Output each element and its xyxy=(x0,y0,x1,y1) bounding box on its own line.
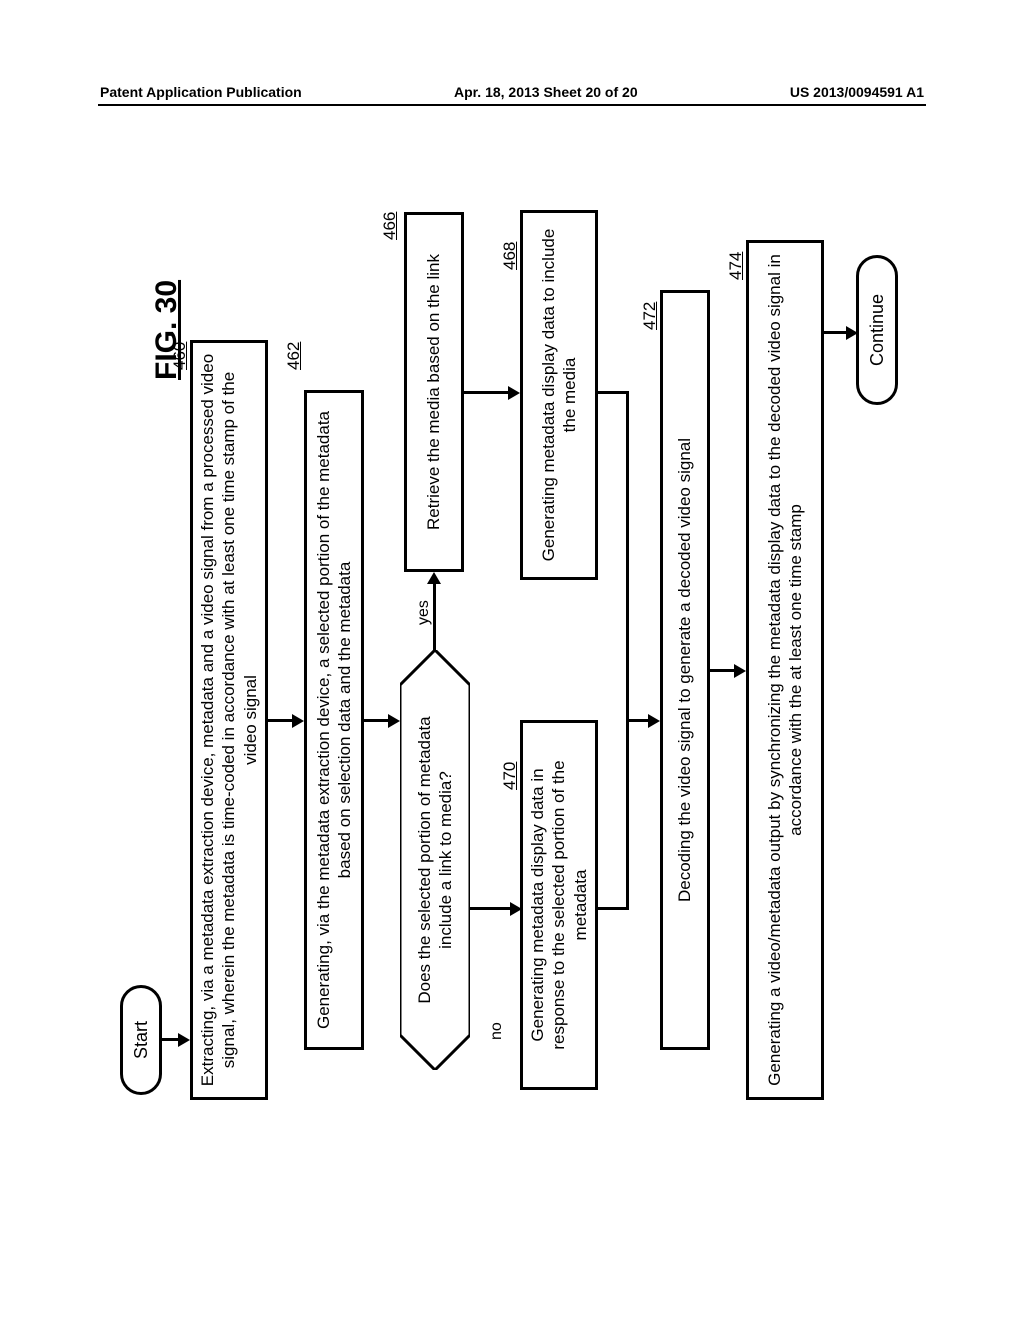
decision-464-text: Does the selected portion of metadata in… xyxy=(414,650,457,1070)
process-468: Generating metadata display data to incl… xyxy=(520,210,598,580)
process-470-text: Generating metadata display data in resp… xyxy=(527,733,591,1077)
arrow xyxy=(364,719,390,722)
arrow xyxy=(710,669,736,672)
arrow xyxy=(464,391,510,394)
process-466: Retrieve the media based on the link xyxy=(404,212,464,572)
flowchart: FIG. 30 Start 460 Extracting, via a meta… xyxy=(120,140,900,1200)
arrow xyxy=(626,719,650,722)
terminal-continue: Continue xyxy=(856,255,898,405)
header-left: Patent Application Publication xyxy=(100,84,302,100)
ref-474: 474 xyxy=(726,252,746,280)
figure-region: FIG. 30 Start 460 Extracting, via a meta… xyxy=(120,140,900,1200)
arrow-head xyxy=(178,1033,190,1047)
ref-466: 466 xyxy=(380,212,400,240)
terminal-start-label: Start xyxy=(130,1021,153,1059)
arrow-head xyxy=(508,386,520,400)
terminal-start: Start xyxy=(120,985,162,1095)
arrow xyxy=(626,391,629,720)
process-466-text: Retrieve the media based on the link xyxy=(423,254,444,530)
arrow xyxy=(470,907,512,910)
process-468-text: Generating metadata display data to incl… xyxy=(538,223,581,567)
terminal-continue-label: Continue xyxy=(866,294,889,366)
ref-462: 462 xyxy=(284,342,304,370)
arrow xyxy=(268,719,294,722)
arrow-head xyxy=(427,572,441,584)
arrow-head xyxy=(388,714,400,728)
process-462: Generating, via the metadata extraction … xyxy=(304,390,364,1050)
ref-470: 470 xyxy=(500,762,520,790)
header-center: Apr. 18, 2013 Sheet 20 of 20 xyxy=(454,84,638,100)
ref-460: 460 xyxy=(170,342,190,370)
arrow xyxy=(598,907,628,910)
process-460-text: Extracting, via a metadata extraction de… xyxy=(197,353,261,1087)
branch-no-label: no xyxy=(488,1022,506,1040)
page: Patent Application Publication Apr. 18, … xyxy=(0,0,1024,1320)
process-474-text: Generating a video/metadata output by sy… xyxy=(764,253,807,1087)
process-462-text: Generating, via the metadata extraction … xyxy=(313,403,356,1037)
arrow xyxy=(598,391,628,394)
arrow xyxy=(626,720,629,910)
process-472-text: Decoding the video signal to generate a … xyxy=(674,438,695,902)
header-right: US 2013/0094591 A1 xyxy=(790,84,924,100)
arrow xyxy=(824,331,848,334)
arrow-head xyxy=(292,714,304,728)
ref-468: 468 xyxy=(500,242,520,270)
arrow xyxy=(433,582,436,650)
process-474: Generating a video/metadata output by sy… xyxy=(746,240,824,1100)
arrow-head xyxy=(734,664,746,678)
arrow-head xyxy=(648,714,660,728)
process-472: Decoding the video signal to generate a … xyxy=(660,290,710,1050)
process-470: Generating metadata display data in resp… xyxy=(520,720,598,1090)
branch-yes-label: yes xyxy=(415,600,433,625)
ref-472: 472 xyxy=(640,302,660,330)
decision-464: Does the selected portion of metadata in… xyxy=(400,650,470,1070)
process-460: Extracting, via a metadata extraction de… xyxy=(190,340,268,1100)
header-rule xyxy=(98,104,926,106)
page-header: Patent Application Publication Apr. 18, … xyxy=(100,84,924,100)
